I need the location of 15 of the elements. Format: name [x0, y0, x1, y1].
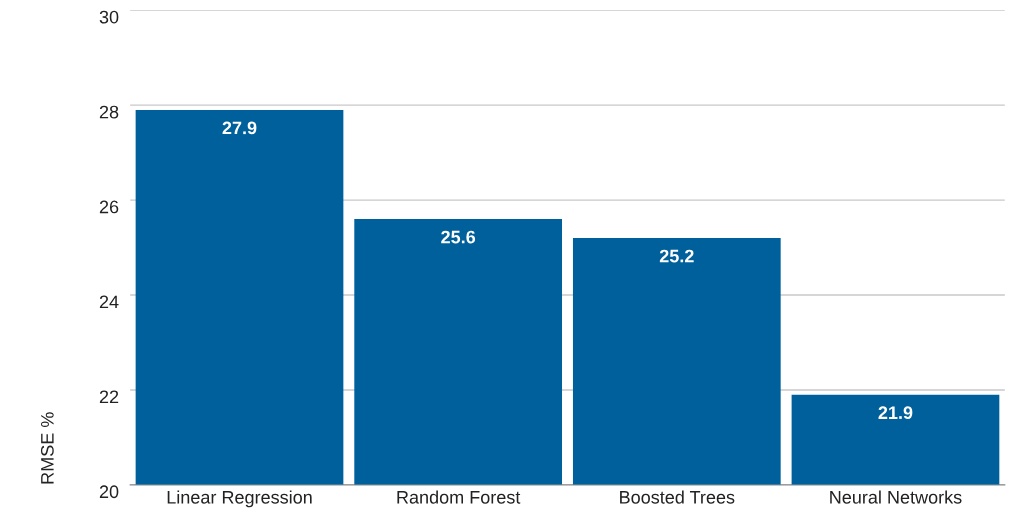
y-tick-label: 28 [99, 105, 119, 119]
data-label: 25.2 [659, 249, 694, 263]
y-axis-title: RMSE % [40, 412, 54, 484]
data-label: 21.9 [878, 406, 913, 420]
y-tick-label: 26 [99, 200, 119, 214]
x-tick-label: Linear Regression [167, 490, 312, 508]
y-tick-label: 24 [99, 295, 119, 309]
x-tick-label: Neural Networks [830, 490, 962, 504]
x-tick-label: Random Forest [397, 490, 521, 504]
x-tick-label: Boosted Trees [620, 490, 735, 504]
data-label: 27.9 [222, 121, 257, 135]
y-tick-label: 22 [99, 390, 119, 404]
y-tick-label: 30 [99, 10, 119, 24]
data-label: 25.6 [441, 230, 476, 244]
y-tick-label: 20 [99, 485, 119, 499]
